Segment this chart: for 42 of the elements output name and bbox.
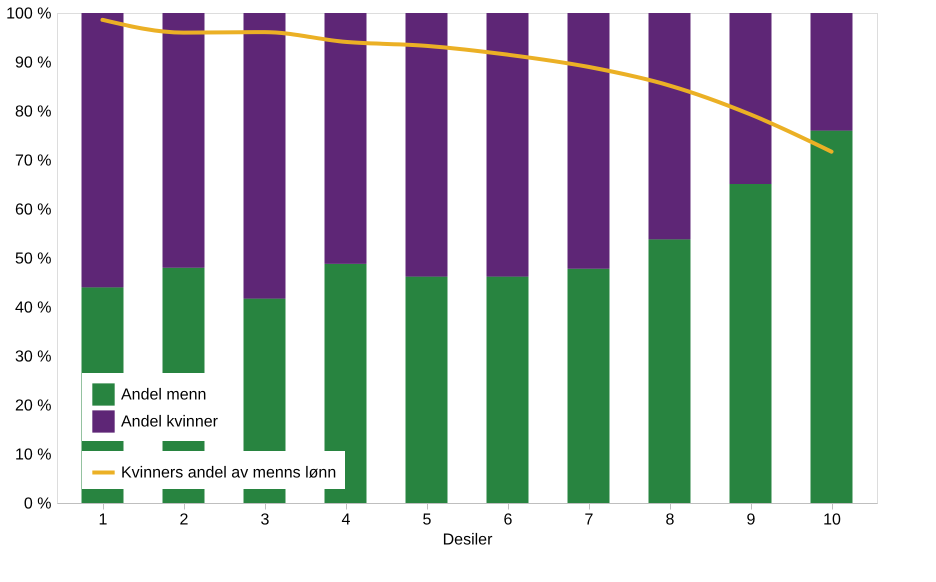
bar — [162, 13, 204, 268]
y-tick-label: 100 % — [6, 6, 52, 22]
x-tick-label: 6 — [504, 512, 513, 528]
bar — [244, 13, 286, 299]
y-tick-label: 30 % — [15, 348, 52, 366]
bar — [82, 13, 124, 288]
bar — [406, 276, 448, 503]
y-tick-label: 90 % — [15, 54, 52, 72]
x-tick-label: 2 — [180, 512, 189, 528]
x-tick-label: 1 — [98, 512, 108, 528]
bar — [730, 184, 772, 503]
y-tick-label: 60 % — [15, 202, 52, 218]
legend-label: Kvinners andel av menns lønn — [121, 464, 336, 482]
bar — [648, 13, 690, 240]
x-tick-label: 9 — [746, 512, 756, 528]
x-tick-label: 4 — [342, 512, 351, 528]
bar — [810, 130, 852, 503]
y-tick-label: 50 % — [15, 250, 52, 268]
x-tick-label: 3 — [260, 512, 270, 528]
y-tick-label: 70 % — [15, 152, 52, 170]
y-tick-label: 20 % — [15, 398, 52, 414]
line-series — [100, 18, 834, 154]
legend-label: Andel menn — [121, 386, 206, 404]
y-tick-label: 80 % — [15, 104, 52, 120]
y-tick-label: 10 % — [15, 446, 52, 464]
bar — [324, 13, 366, 264]
x-axis-title: Desiler — [442, 532, 494, 548]
bar — [648, 239, 690, 503]
bar — [810, 13, 852, 131]
y-tick-label: 40 % — [15, 300, 52, 316]
x-tick-label: 8 — [666, 512, 675, 528]
x-tick-label: 7 — [584, 512, 594, 528]
bar — [486, 276, 528, 503]
bar — [568, 268, 610, 503]
bar — [568, 13, 610, 269]
bar — [406, 13, 448, 277]
bar — [486, 13, 528, 277]
bar — [730, 13, 772, 184]
y-tick-label: 0 % — [24, 496, 52, 512]
x-tick-label: 5 — [422, 512, 432, 528]
x-tick-label: 10 — [823, 512, 841, 528]
legend-label: Andel kvinner — [121, 414, 219, 430]
